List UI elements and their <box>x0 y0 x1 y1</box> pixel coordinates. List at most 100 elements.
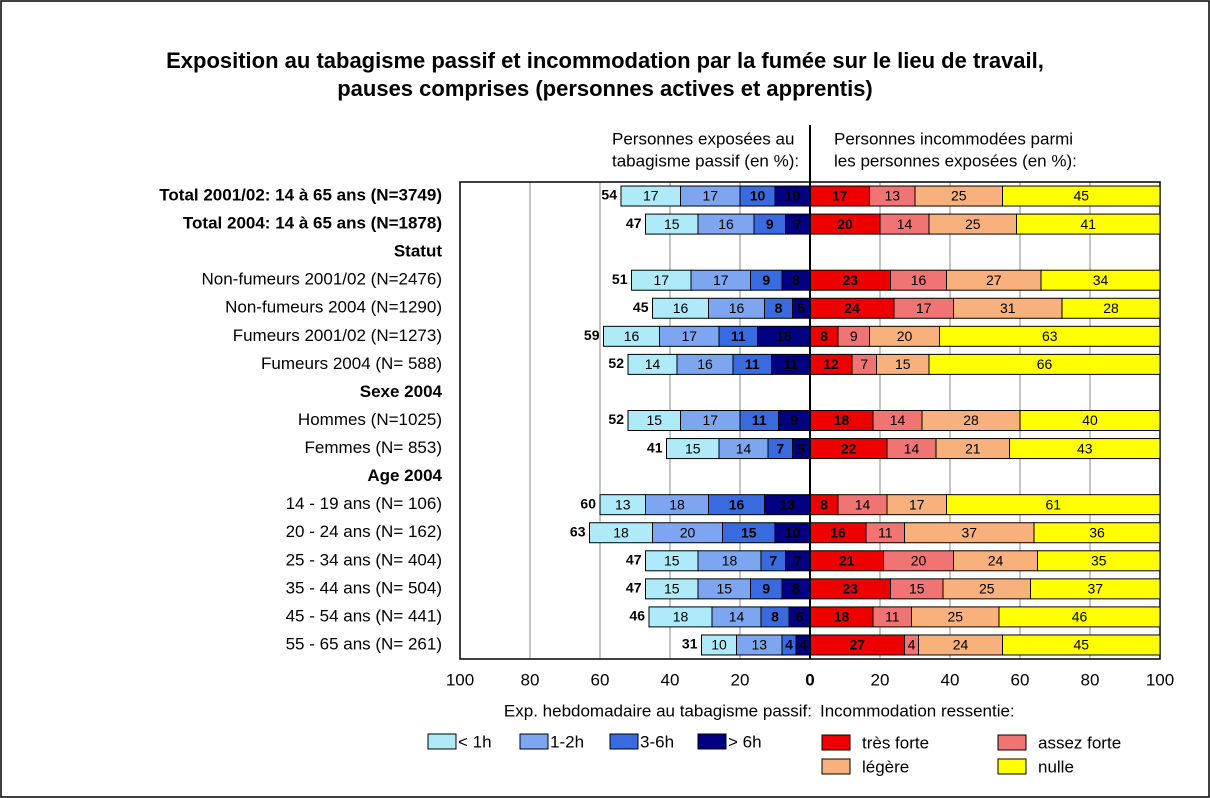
data-label: 11 <box>752 412 767 428</box>
bar-segment <box>1037 550 1161 572</box>
data-label: 17 <box>832 188 848 204</box>
x-tick-label: 80 <box>521 670 540 689</box>
category-label: Sexe 2004 <box>360 382 443 401</box>
data-label: 7 <box>794 216 802 232</box>
bar-segment <box>928 353 1161 375</box>
data-label: 9 <box>766 216 774 232</box>
data-label: 16 <box>624 328 640 344</box>
data-label: 13 <box>751 637 767 653</box>
data-label: 24 <box>844 300 860 316</box>
data-label: 28 <box>1103 300 1119 316</box>
data-label: 15 <box>741 524 757 540</box>
legend-title: Exp. hebdomadaire au tabagisme passif: <box>504 701 812 720</box>
data-label: 17 <box>681 328 697 344</box>
data-label: 4 <box>908 637 916 653</box>
data-label: 25 <box>951 188 967 204</box>
data-label: 8 <box>820 328 828 344</box>
bar-segment <box>1016 213 1161 235</box>
data-label: 6 <box>796 609 804 625</box>
bar-segment <box>946 494 1161 516</box>
data-label: 24 <box>988 552 1004 568</box>
category-label: 45 - 54 ans (N= 441) <box>286 606 442 625</box>
data-label: 10 <box>750 188 766 204</box>
data-label: 18 <box>613 524 629 540</box>
category-label: Fumeurs 2004 (N= 588) <box>261 354 442 373</box>
data-label: 35 <box>1091 552 1107 568</box>
legend-swatch <box>697 733 727 750</box>
data-label: 17 <box>643 188 659 204</box>
data-label: 11 <box>745 356 760 372</box>
data-label: 15 <box>664 581 680 597</box>
data-label: 41 <box>1080 216 1096 232</box>
legend-label: légère <box>862 757 909 776</box>
category-label: Non-fumeurs 2004 (N=1290) <box>225 298 442 317</box>
data-label: 10 <box>785 188 801 204</box>
data-label: 25 <box>979 581 995 597</box>
left-heading: Personnes exposées au <box>612 129 794 148</box>
x-tick-label: 40 <box>941 670 960 689</box>
data-label: 7 <box>794 552 802 568</box>
data-label: 15 <box>664 552 680 568</box>
data-label: 18 <box>834 412 850 428</box>
total-label: 47 <box>626 551 642 567</box>
total-label: 59 <box>584 327 600 343</box>
total-label: 46 <box>629 608 645 624</box>
data-label: 16 <box>729 300 745 316</box>
data-label: 13 <box>884 188 900 204</box>
data-label: 15 <box>664 216 680 232</box>
category-label: 55 - 65 ans (N= 261) <box>286 634 442 653</box>
data-label: 9 <box>790 412 798 428</box>
legend-label: assez forte <box>1038 733 1121 752</box>
data-label: 20 <box>911 552 927 568</box>
data-label: 11 <box>885 609 900 625</box>
total-label: 41 <box>647 439 663 455</box>
data-label: 14 <box>897 216 913 232</box>
bar-segment <box>939 325 1161 347</box>
data-label: 17 <box>653 272 669 288</box>
bar-segment <box>1033 522 1161 544</box>
total-label: 31 <box>682 636 698 652</box>
data-label: 16 <box>673 300 689 316</box>
data-label: 63 <box>1042 328 1058 344</box>
category-label: 25 - 34 ans (N= 404) <box>286 550 442 569</box>
category-label: Fumeurs 2001/02 (N=1273) <box>233 326 442 345</box>
data-label: 15 <box>646 412 662 428</box>
data-label: 27 <box>986 272 1002 288</box>
data-label: 34 <box>1093 272 1109 288</box>
total-label: 45 <box>633 299 649 315</box>
data-label: 16 <box>729 496 745 512</box>
data-label: 45 <box>1073 637 1089 653</box>
legend-label: 3-6h <box>640 732 674 751</box>
data-label: 8 <box>792 581 800 597</box>
category-label: Total 2001/02: 14 à 65 ans (N=3749) <box>159 186 442 205</box>
right-heading: les personnes exposées (en %): <box>834 151 1077 170</box>
data-label: 21 <box>839 552 855 568</box>
data-label: 43 <box>1077 440 1093 456</box>
category-label: 20 - 24 ans (N= 162) <box>286 522 442 541</box>
data-label: 8 <box>820 496 828 512</box>
data-label: 15 <box>716 581 732 597</box>
legend-swatch <box>609 733 639 750</box>
data-label: 37 <box>1087 581 1103 597</box>
data-label: 24 <box>953 637 969 653</box>
data-label: 15 <box>909 581 925 597</box>
bar-segment <box>1009 438 1161 460</box>
data-label: 7 <box>860 356 868 372</box>
data-label: 16 <box>830 524 846 540</box>
data-label: 31 <box>1000 300 1016 316</box>
x-tick-label: 0 <box>805 670 814 689</box>
data-label: 20 <box>837 216 853 232</box>
data-label: 17 <box>713 272 729 288</box>
data-label: 8 <box>775 300 783 316</box>
total-label: 52 <box>608 355 624 371</box>
bar-segment <box>998 606 1161 628</box>
data-label: 36 <box>1089 524 1105 540</box>
data-label: 5 <box>797 440 805 456</box>
legend-swatch <box>427 733 457 750</box>
data-label: 20 <box>680 524 696 540</box>
category-label: Age 2004 <box>367 466 442 485</box>
data-label: 17 <box>702 412 718 428</box>
x-tick-label: 100 <box>446 670 474 689</box>
data-label: 15 <box>895 356 911 372</box>
